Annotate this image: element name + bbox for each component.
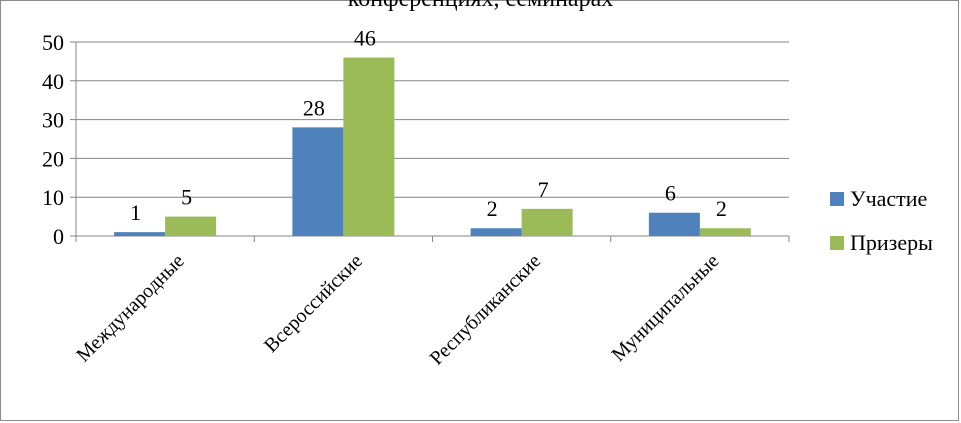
data-label: 5 (181, 185, 192, 210)
y-tick-label: 40 (42, 69, 64, 94)
legend-label: Призеры (850, 230, 933, 255)
category-label: Всероссийские (260, 250, 367, 357)
bar-uchastie (649, 213, 700, 236)
y-tick-label: 20 (42, 146, 64, 171)
legend-label: Участие (850, 186, 927, 211)
bar-uchastie (471, 228, 522, 236)
bar-prizery (522, 209, 573, 236)
data-label: 2 (487, 196, 498, 221)
data-label: 1 (130, 200, 141, 225)
bar-uchastie (114, 232, 165, 236)
data-label: 46 (354, 26, 376, 51)
data-label: 2 (716, 196, 727, 221)
bar-uchastie (292, 127, 343, 236)
data-label: 7 (538, 177, 549, 202)
y-tick-label: 10 (42, 185, 64, 210)
data-label: 28 (303, 95, 325, 120)
bar-prizery (343, 58, 394, 236)
y-tick-label: 50 (42, 30, 64, 55)
data-label: 6 (665, 181, 676, 206)
category-label: Республиканские (426, 250, 546, 370)
legend-swatch (830, 192, 844, 206)
y-tick-label: 30 (42, 108, 64, 133)
category-label: Международные (72, 250, 188, 366)
bar-prizery (165, 217, 216, 236)
category-label: Муниципальные (607, 250, 723, 366)
y-tick-label: 0 (53, 224, 64, 249)
bar-prizery (700, 228, 751, 236)
legend-swatch (830, 236, 844, 250)
